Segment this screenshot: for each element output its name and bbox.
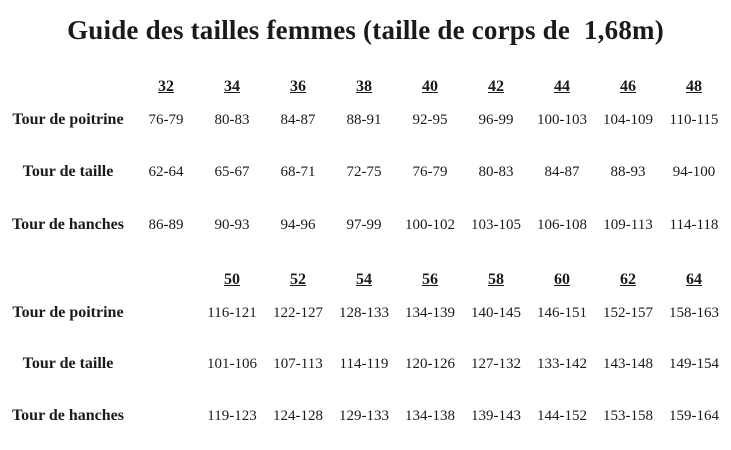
measurement-cell: 103-105 bbox=[471, 216, 521, 233]
measurement-cell: 129-133 bbox=[339, 407, 389, 424]
size-header: 50 bbox=[224, 271, 240, 288]
size-header: 60 bbox=[554, 271, 570, 288]
measurement-cell: 114-119 bbox=[339, 355, 389, 372]
measurement-cell: 128-133 bbox=[339, 304, 389, 321]
measurement-cell: 94-96 bbox=[280, 216, 316, 233]
size-header: 64 bbox=[686, 271, 702, 288]
measurement-cell: 119-123 bbox=[207, 407, 257, 424]
measurement-cell: 104-109 bbox=[603, 111, 653, 128]
size-header: 44 bbox=[554, 78, 570, 95]
row-label: Tour de hanches bbox=[11, 216, 125, 233]
measurement-cell: 122-127 bbox=[273, 304, 323, 321]
measurement-cell: 80-83 bbox=[478, 163, 514, 180]
row-label: Tour de poitrine bbox=[12, 111, 124, 128]
size-header-row-upper: 32 34 36 38 40 42 44 46 48 bbox=[3, 73, 731, 101]
measurement-cell: 107-113 bbox=[273, 355, 323, 372]
row-label: Tour de poitrine bbox=[12, 304, 124, 321]
measurement-cell: 96-99 bbox=[478, 111, 514, 128]
measurement-cell: 134-139 bbox=[405, 304, 455, 321]
measurement-cell: 127-132 bbox=[471, 355, 521, 372]
size-header: 38 bbox=[356, 78, 372, 95]
measurement-cell: 144-152 bbox=[537, 407, 587, 424]
size-chart-lower: 50 52 54 56 58 60 62 64 Tour de poitrine… bbox=[0, 266, 731, 431]
size-header: 34 bbox=[224, 78, 240, 95]
measurement-cell: 100-103 bbox=[537, 111, 587, 128]
measurement-cell: 146-151 bbox=[537, 304, 587, 321]
page-title: Guide des tailles femmes (taille de corp… bbox=[67, 15, 664, 45]
size-header: 54 bbox=[356, 271, 372, 288]
measurement-cell: 143-148 bbox=[603, 355, 653, 372]
measurement-row-waist-upper: Tour de taille 62-64 65-67 68-71 72-75 7… bbox=[3, 157, 731, 187]
measurement-cell: 97-99 bbox=[346, 216, 382, 233]
size-header: 62 bbox=[620, 271, 636, 288]
measurement-cell: 84-87 bbox=[280, 111, 316, 128]
measurement-cell: 88-91 bbox=[346, 111, 382, 128]
measurement-cell: 158-163 bbox=[669, 304, 719, 321]
measurement-cell: 90-93 bbox=[214, 216, 250, 233]
measurement-cell: 159-164 bbox=[669, 407, 719, 424]
measurement-cell: 149-154 bbox=[669, 355, 719, 372]
measurement-cell: 80-83 bbox=[214, 111, 250, 128]
measurement-cell: 92-95 bbox=[412, 111, 448, 128]
size-header: 56 bbox=[422, 271, 438, 288]
row-label: Tour de taille bbox=[22, 355, 114, 372]
measurement-cell: 139-143 bbox=[471, 407, 521, 424]
size-header-row-lower: 50 52 54 56 58 60 62 64 bbox=[3, 266, 731, 294]
row-label: Tour de hanches bbox=[11, 407, 125, 424]
size-header: 36 bbox=[290, 78, 306, 95]
size-header: 40 bbox=[422, 78, 438, 95]
measurement-cell: 116-121 bbox=[207, 304, 257, 321]
size-header: 58 bbox=[488, 271, 504, 288]
measurement-row-hips-lower: Tour de hanches 119-123 124-128 129-133 … bbox=[3, 401, 731, 431]
measurement-cell: 114-118 bbox=[669, 216, 719, 233]
measurement-cell: 109-113 bbox=[603, 216, 653, 233]
measurement-row-bust-lower: Tour de poitrine 116-121 122-127 128-133… bbox=[3, 298, 731, 328]
measurement-cell: 140-145 bbox=[471, 304, 521, 321]
measurement-cell: 100-102 bbox=[405, 216, 455, 233]
measurement-cell: 134-138 bbox=[405, 407, 455, 424]
size-header: 52 bbox=[290, 271, 306, 288]
measurement-row-waist-lower: Tour de taille 101-106 107-113 114-119 1… bbox=[3, 349, 731, 379]
measurement-cell: 84-87 bbox=[544, 163, 580, 180]
measurement-cell: 110-115 bbox=[669, 111, 719, 128]
measurement-cell: 101-106 bbox=[207, 355, 257, 372]
measurement-cell: 133-142 bbox=[537, 355, 587, 372]
measurement-cell: 62-64 bbox=[148, 163, 184, 180]
measurement-row-hips-upper: Tour de hanches 86-89 90-93 94-96 97-99 … bbox=[3, 210, 731, 240]
size-header: 46 bbox=[620, 78, 636, 95]
measurement-cell: 65-67 bbox=[214, 163, 250, 180]
measurement-cell: 68-71 bbox=[280, 163, 316, 180]
measurement-cell: 94-100 bbox=[672, 163, 716, 180]
measurement-cell: 72-75 bbox=[346, 163, 382, 180]
measurement-cell: 76-79 bbox=[148, 111, 184, 128]
measurement-cell: 153-158 bbox=[603, 407, 653, 424]
size-chart-upper: 32 34 36 38 40 42 44 46 48 Tour de poitr… bbox=[0, 73, 731, 240]
measurement-cell: 106-108 bbox=[537, 216, 587, 233]
measurement-cell: 124-128 bbox=[273, 407, 323, 424]
size-header: 32 bbox=[158, 78, 174, 95]
measurement-cell: 88-93 bbox=[610, 163, 646, 180]
size-header: 42 bbox=[488, 78, 504, 95]
measurement-row-bust-upper: Tour de poitrine 76-79 80-83 84-87 88-91… bbox=[3, 105, 731, 135]
measurement-cell: 120-126 bbox=[405, 355, 455, 372]
measurement-cell: 86-89 bbox=[148, 216, 184, 233]
measurement-cell: 152-157 bbox=[603, 304, 653, 321]
measurement-cell: 76-79 bbox=[412, 163, 448, 180]
size-header: 48 bbox=[686, 78, 702, 95]
row-label: Tour de taille bbox=[22, 163, 114, 180]
